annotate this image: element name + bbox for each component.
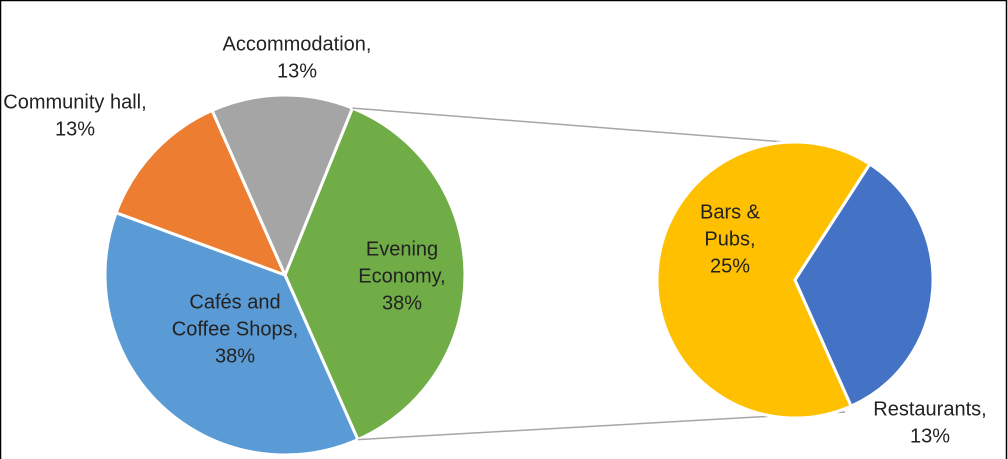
pie-slice: [114, 108, 288, 278]
data-label: 38%: [215, 345, 255, 367]
data-label: Evening: [366, 238, 438, 260]
data-label: 13%: [55, 118, 95, 140]
data-label: 38%: [382, 292, 422, 314]
pie-slice: [283, 106, 467, 442]
data-label: 13%: [277, 60, 317, 82]
connector-line: [352, 107, 786, 143]
data-label: Coffee Shops,: [172, 318, 298, 340]
data-label: Cafés and: [189, 291, 280, 313]
pie-slice: [103, 210, 360, 457]
data-label: Community hall,: [3, 91, 146, 113]
data-label: 25%: [710, 255, 750, 277]
pie-slice: [655, 140, 872, 420]
data-label: Pubs,: [704, 228, 755, 250]
data-label: Bars &: [700, 201, 761, 223]
data-label: Accommodation,: [223, 33, 372, 55]
connector-line: [357, 411, 846, 441]
data-label: Economy,: [358, 265, 445, 287]
pie-slice: [793, 161, 935, 409]
data-label: 13%: [910, 425, 950, 447]
data-label: Restaurants,: [873, 398, 986, 420]
pie-slice: [210, 93, 355, 279]
